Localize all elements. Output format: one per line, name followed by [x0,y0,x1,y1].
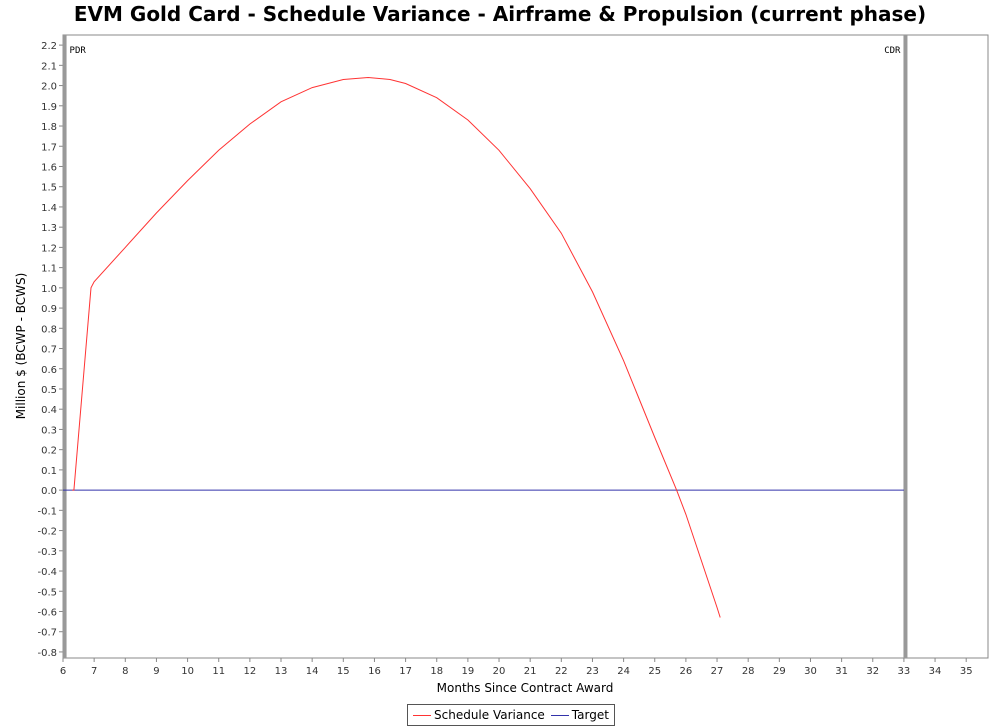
legend-label: Schedule Variance [434,708,545,722]
x-tick-label: 10 [181,666,194,677]
y-tick-label: 1.4 [41,203,57,214]
legend-item-target: Target [550,708,609,722]
y-axis-title: Million $ (BCWP - BCWS) [14,273,28,420]
x-tick-label: 11 [212,666,225,677]
x-tick-label: 31 [835,666,848,677]
x-tick-label: 22 [555,666,568,677]
y-tick-label: -0.8 [37,648,57,659]
x-tick-label: 26 [680,666,693,677]
x-tick-label: 8 [122,666,128,677]
y-tick-label: 0.9 [41,304,57,315]
x-tick-label: 6 [60,666,66,677]
legend-item-schedule-variance: Schedule Variance [413,708,545,722]
chart-title: EVM Gold Card - Schedule Variance - Airf… [73,2,927,26]
y-tick-label: -0.5 [37,587,57,598]
y-tick-label: 0.6 [41,365,57,376]
x-tick-label: 29 [773,666,786,677]
x-axis-title: Months Since Contract Award [437,681,614,695]
x-tick-label: 35 [960,666,973,677]
marker-label-pdr: PDR [70,46,87,56]
x-axis: 6 7 8 9 10 11 12 13 14 15 16 17 18 19 20 21 22 23 24 25 26 27… [60,658,973,677]
y-tick-label: -0.2 [37,527,57,538]
y-tick-label: 1.1 [41,264,57,275]
x-tick-label: 19 [462,666,475,677]
y-tick-label: 0.0 [41,486,57,497]
y-tick-label: 1.6 [41,162,57,173]
y-tick-label: -0.7 [37,628,57,639]
y-tick-label: -0.1 [37,506,57,517]
series-layer [63,76,904,618]
y-tick-label: 2.0 [41,82,57,93]
y-tick-label: 0.3 [41,425,57,436]
x-tick-label: 20 [493,666,506,677]
x-tick-label: 7 [91,666,97,677]
y-tick-label: 0.7 [41,345,57,356]
x-tick-label: 12 [244,666,257,677]
series-line-schedule-variance [72,76,721,618]
x-tick-label: 30 [804,666,817,677]
x-tick-label: 14 [306,666,319,677]
phase-markers: PDR CDR [62,35,908,658]
x-tick-label: 9 [153,666,159,677]
y-tick-label: 2.1 [41,61,57,72]
x-tick-label: 17 [399,666,412,677]
x-tick-label: 32 [866,666,879,677]
y-tick-label: 0.1 [41,466,57,477]
y-tick-label: 0.2 [41,446,57,457]
y-tick-label: -0.4 [37,567,57,578]
x-tick-label: 24 [617,666,630,677]
marker-label-cdr: CDR [884,46,901,56]
x-tick-label: 18 [430,666,443,677]
x-tick-label: 15 [337,666,350,677]
x-tick-label: 16 [368,666,381,677]
y-tick-label: 0.4 [41,405,57,416]
x-tick-label: 21 [524,666,537,677]
x-tick-label: 13 [275,666,288,677]
y-tick-label: 1.7 [41,142,57,153]
x-tick-label: 25 [648,666,661,677]
y-tick-label: 0.5 [41,385,57,396]
x-tick-label: 27 [711,666,724,677]
legend-label: Target [571,708,609,722]
x-tick-label: 34 [929,666,942,677]
y-axis: 2.2 2.1 2.0 1.9 1.8 1.7 1.6 1.5 1.4 1.3 1.2 1.1 1.0 0… [37,41,63,659]
y-tick-label: 1.2 [41,243,57,254]
y-tick-label: 1.3 [41,223,57,234]
y-tick-label: 1.0 [41,284,57,295]
y-tick-label: 1.5 [41,183,57,194]
legend-swatch [413,714,431,716]
x-tick-label: 28 [742,666,755,677]
x-tick-label: 33 [898,666,911,677]
plot-area [62,34,989,659]
legend: Schedule Variance Target [407,704,615,726]
y-tick-label: -0.6 [37,607,57,618]
legend-swatch [550,714,569,716]
y-tick-label: 1.8 [41,122,57,133]
y-tick-label: -0.3 [37,547,57,558]
x-tick-label: 23 [586,666,599,677]
y-tick-label: 2.2 [41,41,57,52]
y-tick-label: 0.8 [41,324,57,335]
y-tick-label: 1.9 [41,102,57,113]
